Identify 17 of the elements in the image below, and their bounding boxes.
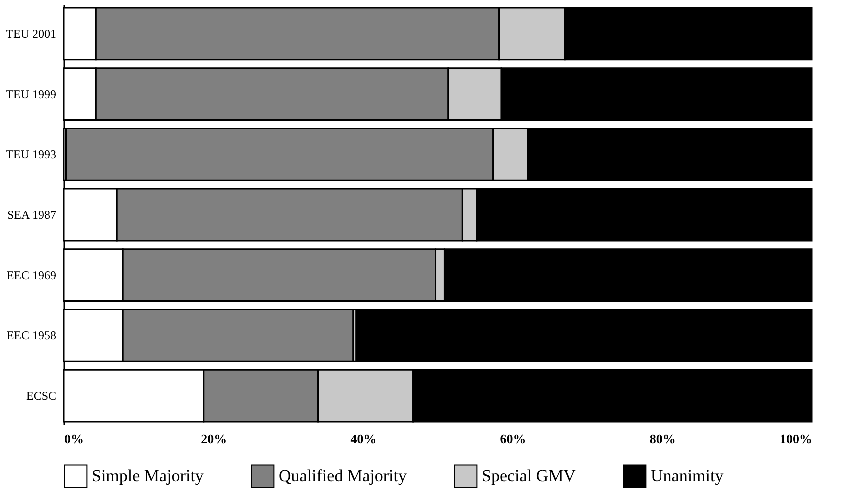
y-tick-label: ECSC	[26, 389, 56, 404]
x-tick-label: 20%	[201, 432, 228, 446]
x-tick-label: 0%	[64, 432, 84, 446]
x-tick-label: 60%	[500, 432, 526, 446]
legend-label: Simple Majority	[92, 466, 204, 486]
y-tick-label: TEU 1999	[6, 87, 56, 102]
y-tick-label: TEU 1993	[6, 148, 56, 162]
x-tick-label: 80%	[650, 432, 676, 446]
legend-label: Special GMV	[482, 466, 577, 486]
x-tick-label: 40%	[350, 432, 377, 446]
y-tick-label: SEA 1987	[7, 208, 56, 222]
y-tick-label: TEU 2001	[6, 26, 56, 41]
y-tick-label: EEC 1958	[6, 328, 56, 343]
x-tick-label: 100%	[780, 432, 812, 446]
legend-label: Qualified Majority	[279, 466, 408, 486]
y-tick-label: EEC 1969	[6, 268, 56, 282]
legend-label: Unanimity	[651, 466, 724, 486]
